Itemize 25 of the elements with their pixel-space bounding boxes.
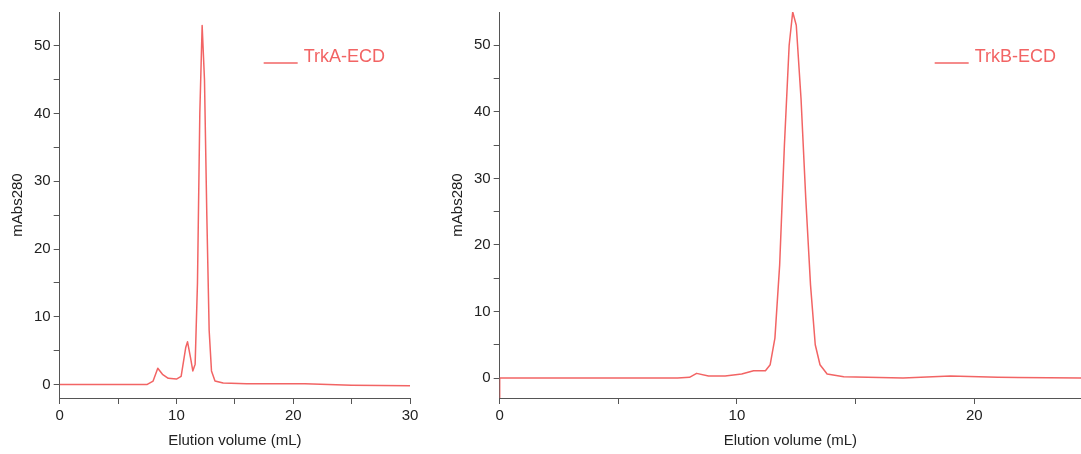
x-tick-label: 0: [495, 406, 504, 424]
legend-label: TrkA-ECD: [303, 45, 385, 66]
y-tick-label: 50: [34, 36, 51, 53]
y-tick-label: 40: [34, 103, 51, 121]
x-tick-label: 0: [55, 406, 64, 424]
x-tick-label: 20: [965, 406, 983, 424]
x-tick-label: 10: [728, 406, 746, 424]
x-tick-label: 20: [284, 406, 302, 424]
y-tick-label: 10: [34, 306, 51, 324]
y-tick-label: 30: [34, 171, 51, 189]
y-tick-label: 0: [42, 374, 51, 392]
x-axis-title: Elution volume (mL): [723, 431, 858, 449]
y-tick-label: 30: [474, 168, 491, 186]
y-tick-label: 0: [482, 368, 491, 386]
y-tick-label: 50: [474, 35, 491, 53]
y-tick-label: 20: [474, 235, 491, 253]
y-tick-label: 10: [474, 301, 491, 319]
x-axis-title: Elution volume (mL): [168, 431, 302, 449]
y-tick-label: 20: [34, 239, 51, 257]
y-axis-title: mAbs280: [8, 173, 26, 237]
y-tick-label: 40: [474, 101, 491, 119]
legend-label: TrkB-ECD: [974, 45, 1056, 66]
y-axis-title: mAbs280: [448, 173, 466, 237]
x-tick-label: 30: [401, 406, 419, 424]
x-tick-label: 10: [168, 406, 185, 424]
